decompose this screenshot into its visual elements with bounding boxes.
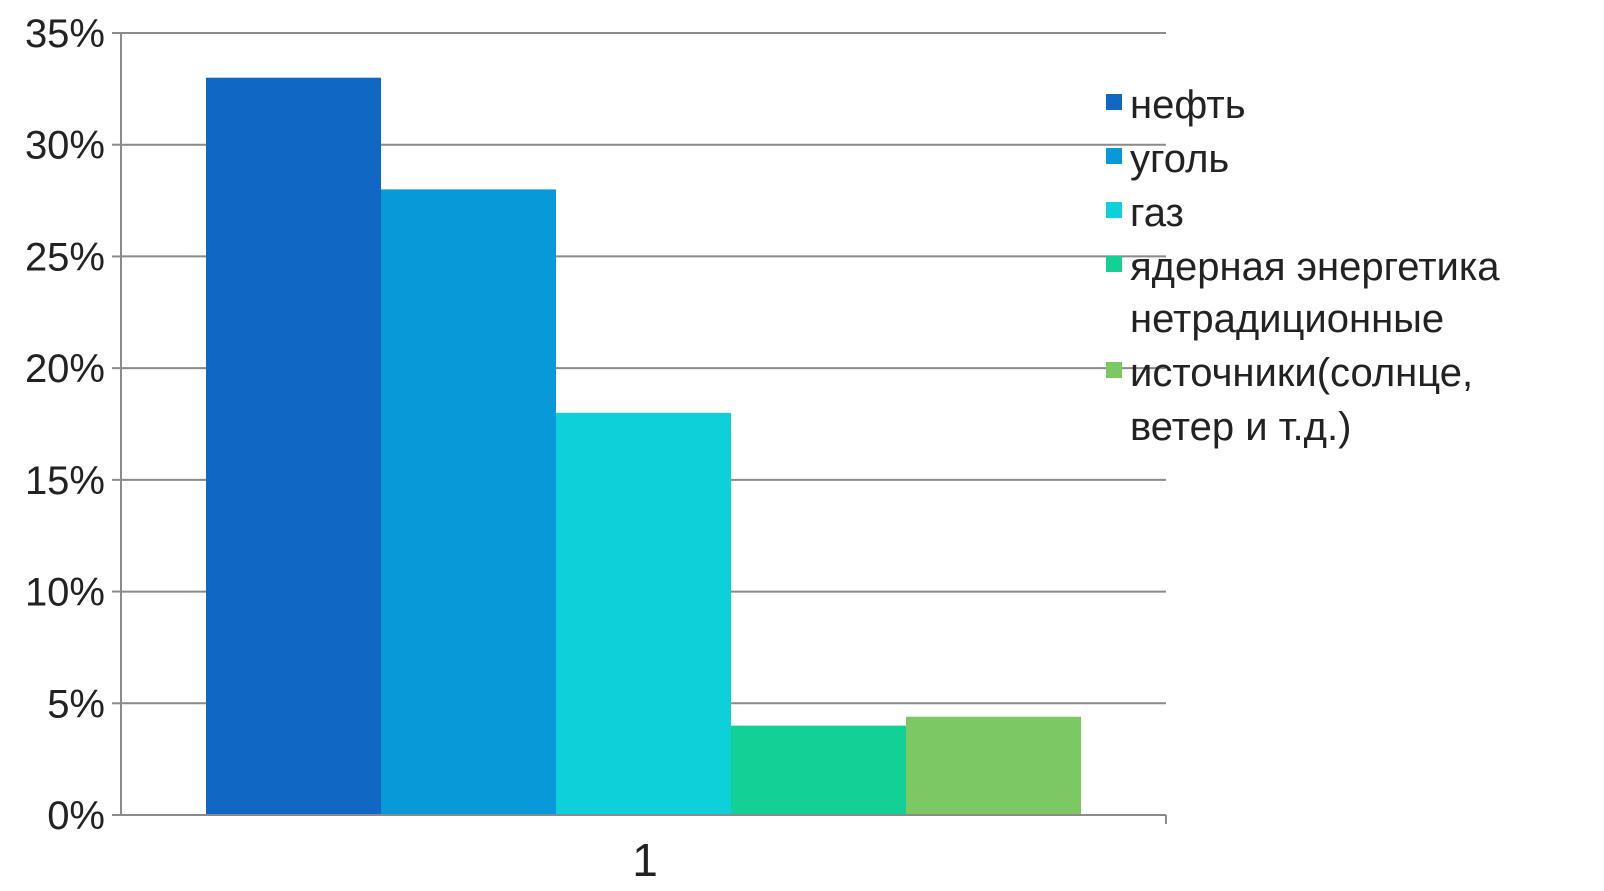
legend-swatch	[1106, 94, 1122, 110]
y-tick-label: 30%	[25, 124, 105, 168]
y-tick-label: 0%	[47, 794, 105, 838]
legend-item-5: нетрадиционные источники(солнце, ветер и т…	[1106, 297, 1473, 449]
bar-5	[906, 716, 1081, 815]
bar-4	[731, 725, 906, 815]
legend-swatch	[1106, 202, 1122, 218]
legend-label: нетрадиционные	[1130, 297, 1444, 341]
y-tick-label: 25%	[25, 235, 105, 279]
legend-label: источники(солнце,	[1130, 351, 1473, 395]
x-category-label: 1	[632, 834, 658, 886]
bar-2	[381, 189, 556, 815]
y-tick-label: 5%	[47, 682, 105, 726]
y-tick-label: 10%	[25, 571, 105, 615]
legend-item-3: газ	[1106, 191, 1184, 235]
legend-item-1: нефть	[1106, 83, 1246, 127]
bar-3	[556, 412, 731, 815]
bar-1	[206, 77, 381, 815]
bars	[206, 77, 1081, 815]
legend-item-4: ядерная энергетика	[1106, 245, 1500, 289]
y-tick-label: 15%	[25, 459, 105, 503]
legend-swatch	[1106, 256, 1122, 272]
legend-label: ветер и т.д.)	[1130, 405, 1351, 449]
legend-item-2: уголь	[1106, 137, 1229, 181]
legend-label: ядерная энергетика	[1130, 245, 1500, 289]
legend-swatch	[1106, 362, 1122, 378]
legend-label: уголь	[1130, 137, 1229, 181]
legend-swatch	[1106, 148, 1122, 164]
legend: нефть уголь газ ядерная энергетика нетрадици…	[1106, 83, 1500, 449]
legend-label: нефть	[1130, 83, 1246, 127]
y-tick-label: 35%	[25, 12, 105, 56]
y-tick-label: 20%	[25, 347, 105, 391]
legend-label: газ	[1130, 191, 1184, 235]
axes: 0% 5% 10% 15% 20% 25% 30% 35% 1	[25, 12, 1167, 886]
